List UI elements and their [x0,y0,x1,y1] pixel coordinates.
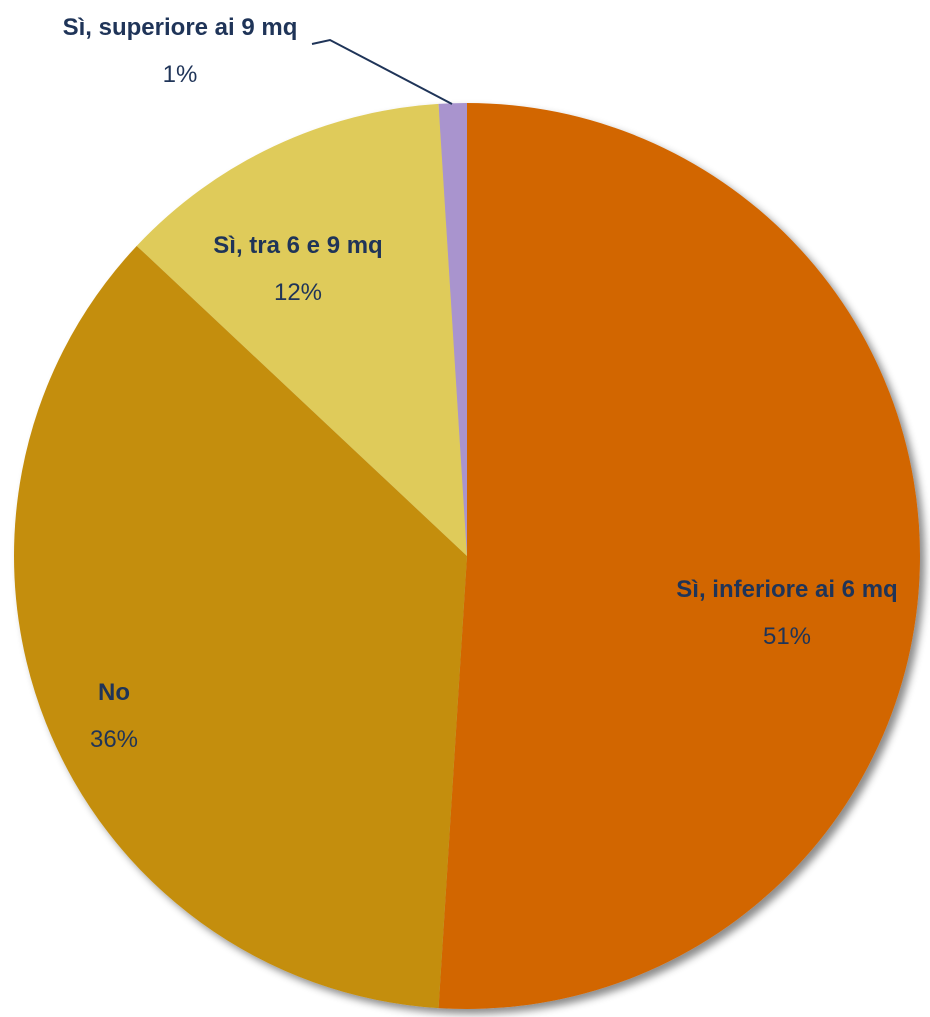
pie [13,103,921,1010]
value-label: 36% [89,726,139,753]
slice-label: No 36% [14,669,214,763]
slice-label: Sì, inferiore ai 6 mq 51% [652,566,922,660]
pie-slice [136,103,467,556]
category-label: Sì, tra 6 e 9 mq [213,232,383,259]
leader-line [311,38,453,105]
value-label: 12% [273,279,323,306]
pie-slice [438,103,467,556]
category-label: Sì, inferiore ai 6 mq [676,576,898,603]
category-label: Sì, superiore ai 9 mq [62,14,298,41]
slice-label: Sì, superiore ai 9 mq 1% [40,4,320,98]
value-label: 51% [762,623,812,650]
value-label: 1% [162,61,198,88]
pie-slice [13,245,467,1009]
slice-label: Sì, tra 6 e 9 mq 12% [168,222,428,316]
category-label: No [98,679,130,706]
pie-slice [438,103,921,1010]
